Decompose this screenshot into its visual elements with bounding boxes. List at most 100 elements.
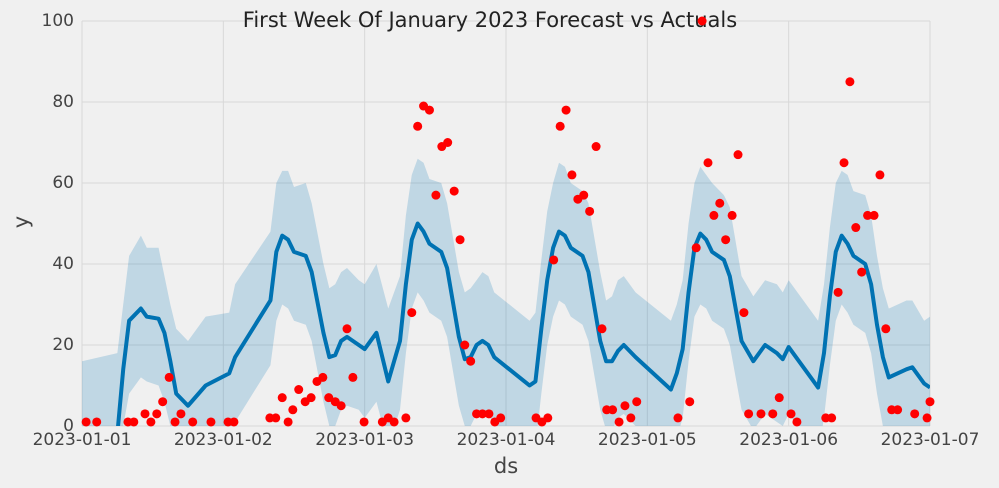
actual-point [715,198,725,208]
actual-point [614,417,624,427]
actual-point [288,405,298,415]
y-tick-label: 20 [52,335,74,355]
actual-point [348,372,358,382]
actual-point [466,356,476,366]
chart-title: First Week Of January 2023 Forecast vs A… [243,8,737,32]
actual-point [140,409,150,419]
actual-point [318,372,328,382]
actual-point [455,235,465,245]
ticks: 0 20 40 60 80 100 2023-01-01 2023-01-02 2023-01-… [33,11,980,450]
actual-point [845,77,855,87]
actual-point [158,397,168,407]
uncertainty-band [82,158,930,426]
actual-point [875,170,885,180]
actual-point [881,324,891,334]
actual-point [697,16,707,26]
actual-point [922,413,932,423]
actual-point [477,409,487,419]
actual-point [496,413,506,423]
actual-point [827,413,837,423]
x-tick-label: 2023-01-01 [33,430,132,450]
actual-point [585,206,595,216]
x-tick-label: 2023-01-04 [457,430,556,450]
actual-point [839,158,849,168]
actual-point [786,409,796,419]
actual-point [893,405,903,415]
actual-point [709,210,719,220]
actual-point [336,401,346,411]
actual-point [721,235,731,245]
actual-point [449,186,459,196]
actual-point [164,372,174,382]
x-tick-label: 2023-01-02 [174,430,273,450]
actual-point [389,417,399,427]
actual-point [792,417,802,427]
actual-point [597,324,607,334]
forecast-line [116,221,930,426]
plot-area [82,158,930,426]
actual-point [685,397,695,407]
actual-point [176,409,186,419]
actual-point [833,287,843,297]
y-tick-label: 40 [52,254,74,274]
x-tick-label: 2023-01-03 [315,430,414,450]
actual-point [342,324,352,334]
actual-point [673,413,683,423]
y-tick-label: 100 [42,11,74,31]
grid [81,20,931,427]
actual-point [359,417,369,427]
actual-point [691,243,701,253]
actual-point [579,190,589,200]
actual-point [152,409,162,419]
actual-point [484,409,494,419]
actual-point [188,417,198,427]
actual-point [774,393,784,403]
actual-point [744,409,754,419]
actual-point [294,385,304,395]
actual-point [443,138,453,147]
actual-point [925,397,935,407]
actual-point [170,417,180,427]
actual-point [324,393,334,403]
actual-point [555,121,565,131]
actual-point [206,417,216,427]
actual-point [229,417,239,427]
actual-point [271,413,281,423]
actual-point [910,409,920,419]
actual-point [129,417,139,427]
actual-point [460,340,470,350]
actual-point [851,223,861,233]
actual-point [739,308,749,318]
actual-point [431,190,441,200]
actual-point [608,405,618,415]
y-tick-label: 0 [63,416,74,436]
actual-point [413,121,423,131]
x-tick-label: 2023-01-06 [739,430,838,450]
actual-point [92,417,102,427]
actual-point [863,210,873,220]
actual-point [727,210,737,220]
actual-point [81,417,91,427]
actual-point [407,308,417,318]
actual-point [620,401,630,411]
actual-point [857,267,867,277]
actual-point [549,255,559,265]
actual-point [306,393,316,403]
x-tick-label: 2023-01-05 [598,430,697,450]
x-axis-label: ds [494,454,518,478]
x-tick-label: 2023-01-07 [881,430,980,450]
actual-point [561,105,571,115]
actual-point [756,409,766,419]
actual-point [768,409,778,419]
actual-point [626,413,636,423]
actual-point [146,417,156,427]
actual-point [401,413,411,423]
actual-point [543,413,553,423]
actual-point [632,397,642,407]
actual-point [591,142,601,152]
actual-point [283,417,293,427]
actual-point [424,105,434,115]
y-tick-label: 80 [52,92,74,112]
actual-point [567,170,577,180]
